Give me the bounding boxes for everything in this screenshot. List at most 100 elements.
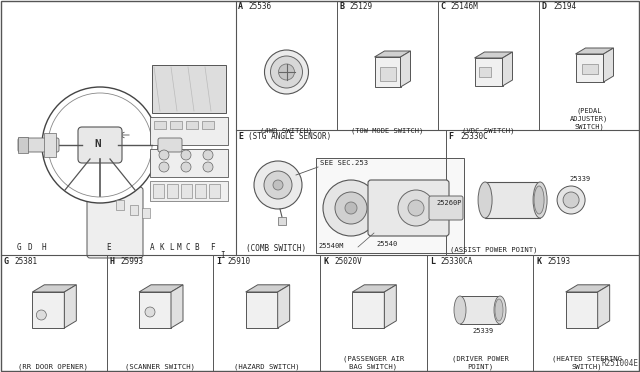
Ellipse shape	[495, 299, 503, 321]
Text: (ASSIST POWER POINT): (ASSIST POWER POINT)	[450, 247, 538, 253]
Bar	[167, 184, 178, 198]
Polygon shape	[33, 285, 76, 292]
Polygon shape	[65, 285, 76, 328]
Text: (VDC SWITCH): (VDC SWITCH)	[462, 127, 515, 134]
Bar	[18, 137, 28, 153]
Ellipse shape	[494, 296, 506, 324]
Bar	[170, 121, 182, 129]
Bar	[485, 182, 540, 218]
Text: 25020V: 25020V	[334, 257, 362, 266]
Bar	[152, 65, 226, 113]
Text: (PASSENGER AIR: (PASSENGER AIR	[342, 355, 404, 362]
Text: POINT): POINT)	[467, 364, 493, 371]
Polygon shape	[171, 285, 183, 328]
Text: (HEATED STEERING: (HEATED STEERING	[552, 355, 621, 362]
Text: BAG SWITCH): BAG SWITCH)	[349, 364, 397, 371]
Text: (4WD SWITCH): (4WD SWITCH)	[260, 127, 313, 134]
Text: K: K	[536, 257, 541, 266]
Polygon shape	[246, 292, 278, 328]
Polygon shape	[8, 35, 235, 255]
Circle shape	[181, 162, 191, 172]
Circle shape	[557, 186, 585, 214]
Text: 25339: 25339	[569, 176, 590, 182]
Text: E: E	[238, 132, 243, 141]
Text: 25330CA: 25330CA	[441, 257, 473, 266]
Ellipse shape	[264, 50, 308, 94]
Polygon shape	[474, 52, 513, 58]
Circle shape	[345, 202, 357, 214]
FancyBboxPatch shape	[18, 138, 59, 152]
Text: (SCANNER SWITCH): (SCANNER SWITCH)	[125, 364, 195, 371]
Text: 25193: 25193	[547, 257, 570, 266]
Text: I: I	[220, 251, 225, 260]
Polygon shape	[575, 48, 614, 54]
Text: A: A	[238, 2, 243, 11]
Text: 25146M: 25146M	[450, 2, 477, 11]
Polygon shape	[401, 51, 410, 87]
Circle shape	[273, 180, 283, 190]
Polygon shape	[246, 285, 290, 292]
Polygon shape	[598, 285, 610, 328]
Polygon shape	[575, 54, 604, 82]
Text: G: G	[3, 257, 8, 266]
Circle shape	[203, 150, 213, 160]
Circle shape	[159, 150, 169, 160]
Polygon shape	[502, 52, 513, 86]
Ellipse shape	[278, 64, 294, 80]
Text: G: G	[17, 243, 22, 252]
Circle shape	[36, 310, 46, 320]
Bar	[150, 181, 228, 201]
Bar	[195, 184, 206, 198]
Text: SWITCH): SWITCH)	[575, 124, 604, 131]
Text: 25339: 25339	[472, 328, 493, 334]
Text: 25536: 25536	[248, 2, 271, 11]
Circle shape	[203, 162, 213, 172]
Text: F: F	[210, 243, 214, 252]
Polygon shape	[33, 292, 65, 328]
Text: H: H	[109, 257, 115, 266]
Circle shape	[563, 192, 579, 208]
Bar	[479, 67, 490, 77]
Bar	[116, 200, 124, 210]
Text: SWITCH): SWITCH)	[572, 364, 602, 371]
Polygon shape	[566, 285, 610, 292]
Polygon shape	[353, 292, 385, 328]
FancyBboxPatch shape	[87, 187, 143, 258]
Text: C: C	[440, 2, 445, 11]
Polygon shape	[278, 285, 290, 328]
Polygon shape	[566, 292, 598, 328]
FancyBboxPatch shape	[78, 127, 122, 163]
Circle shape	[254, 161, 302, 209]
Circle shape	[181, 150, 191, 160]
Text: B: B	[194, 243, 198, 252]
Polygon shape	[474, 58, 502, 86]
Bar	[153, 184, 164, 198]
Text: (RR DOOR OPENER): (RR DOOR OPENER)	[19, 364, 88, 371]
Bar	[380, 67, 396, 81]
Text: R251004E: R251004E	[601, 359, 638, 368]
Bar	[130, 205, 138, 215]
Bar	[150, 117, 228, 145]
Ellipse shape	[534, 186, 544, 214]
Ellipse shape	[271, 56, 303, 88]
FancyBboxPatch shape	[158, 138, 182, 152]
Circle shape	[48, 93, 152, 197]
Circle shape	[264, 171, 292, 199]
Bar	[44, 133, 56, 157]
Text: SEE SEC.253: SEE SEC.253	[320, 160, 368, 166]
Text: 25381: 25381	[14, 257, 37, 266]
Bar	[154, 121, 166, 129]
Bar	[316, 158, 464, 253]
Text: (PEDAL: (PEDAL	[577, 108, 602, 115]
Text: F: F	[448, 132, 453, 141]
Text: K: K	[160, 243, 164, 252]
Bar	[209, 184, 220, 198]
Text: N: N	[94, 139, 100, 149]
Text: K: K	[323, 257, 328, 266]
Ellipse shape	[454, 296, 466, 324]
Text: 25993: 25993	[121, 257, 144, 266]
Polygon shape	[139, 292, 171, 328]
Text: L: L	[169, 243, 173, 252]
Bar	[460, 296, 500, 324]
Text: 25910: 25910	[227, 257, 250, 266]
